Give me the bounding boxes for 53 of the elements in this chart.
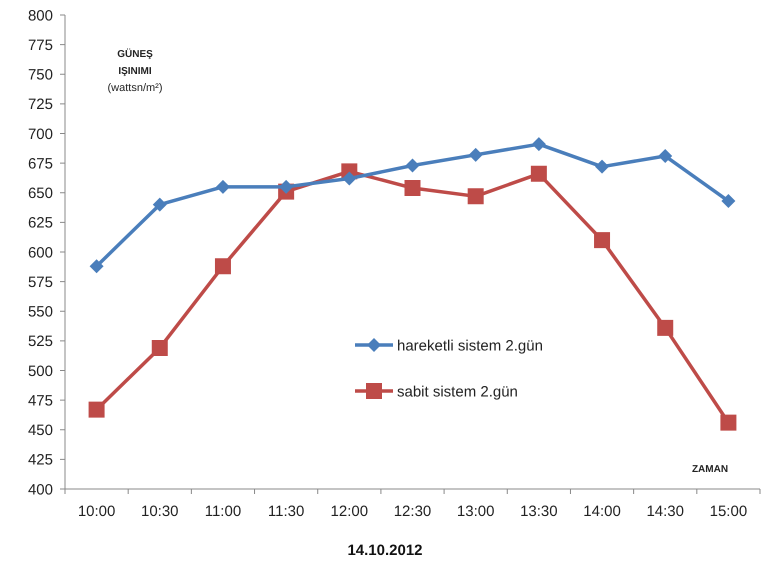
x-tick-label: 13:30	[520, 503, 558, 520]
y-tick-label: 625	[28, 214, 53, 232]
y-tick-label: 550	[28, 304, 53, 320]
point	[90, 259, 104, 274]
point	[468, 148, 483, 162]
point	[404, 180, 420, 196]
x-tick-label: 11:30	[268, 503, 304, 520]
point	[721, 194, 736, 208]
point	[152, 340, 168, 356]
text: 14.10.2012	[347, 542, 423, 559]
legend-label: sabit sistem 2.gün	[397, 383, 518, 400]
x-tick-label: 14:30	[646, 503, 684, 520]
y-tick-label: 525	[28, 333, 53, 350]
y-tick-label: 500	[28, 362, 53, 380]
x-axis-title: ZAMAN	[692, 464, 728, 475]
legend-label: hareketli sistem 2.gün	[397, 337, 543, 354]
point	[595, 160, 610, 174]
y-tick-label: 800	[28, 7, 53, 24]
y-tick-label: 400	[28, 481, 53, 498]
point	[214, 258, 231, 274]
y-tick-label: 700	[28, 126, 53, 143]
y-tick-label: 425	[28, 452, 53, 469]
y-tick-label: 725	[28, 96, 53, 114]
point	[530, 166, 547, 182]
x-tick-label: 10:00	[78, 503, 116, 520]
point	[216, 180, 230, 194]
y-tick-label: 475	[28, 392, 53, 410]
y-axis-title: GÜNEŞ IŞINIMI (wattsn/m²)	[108, 48, 162, 94]
y-tick-label: 675	[28, 155, 53, 172]
y-tick-label: 750	[28, 66, 53, 84]
y-tick-label: 450	[28, 422, 53, 439]
x-tick-label: 11:00	[204, 503, 242, 520]
point	[658, 149, 672, 164]
x-tick-label: 10:30	[141, 503, 179, 520]
x-tick-label: 12:00	[330, 503, 368, 520]
y-tick-label: 575	[28, 274, 53, 291]
point	[152, 198, 167, 212]
point	[657, 320, 674, 336]
point	[720, 414, 736, 431]
y-tick-label: 600	[28, 244, 53, 262]
point	[342, 172, 356, 186]
x-tick-label: 13:00	[456, 503, 494, 520]
x-tick-label: 14:00	[583, 503, 621, 520]
point	[594, 232, 610, 248]
point	[532, 137, 546, 152]
x-tick-label: 12:30	[394, 503, 432, 520]
point	[406, 158, 420, 172]
x-tick-label: 15:00	[710, 503, 748, 520]
y-tick-label: 775	[28, 36, 53, 54]
point	[279, 180, 294, 194]
y-tick-label: 650	[28, 185, 53, 202]
point	[468, 188, 484, 204]
point	[88, 402, 105, 418]
